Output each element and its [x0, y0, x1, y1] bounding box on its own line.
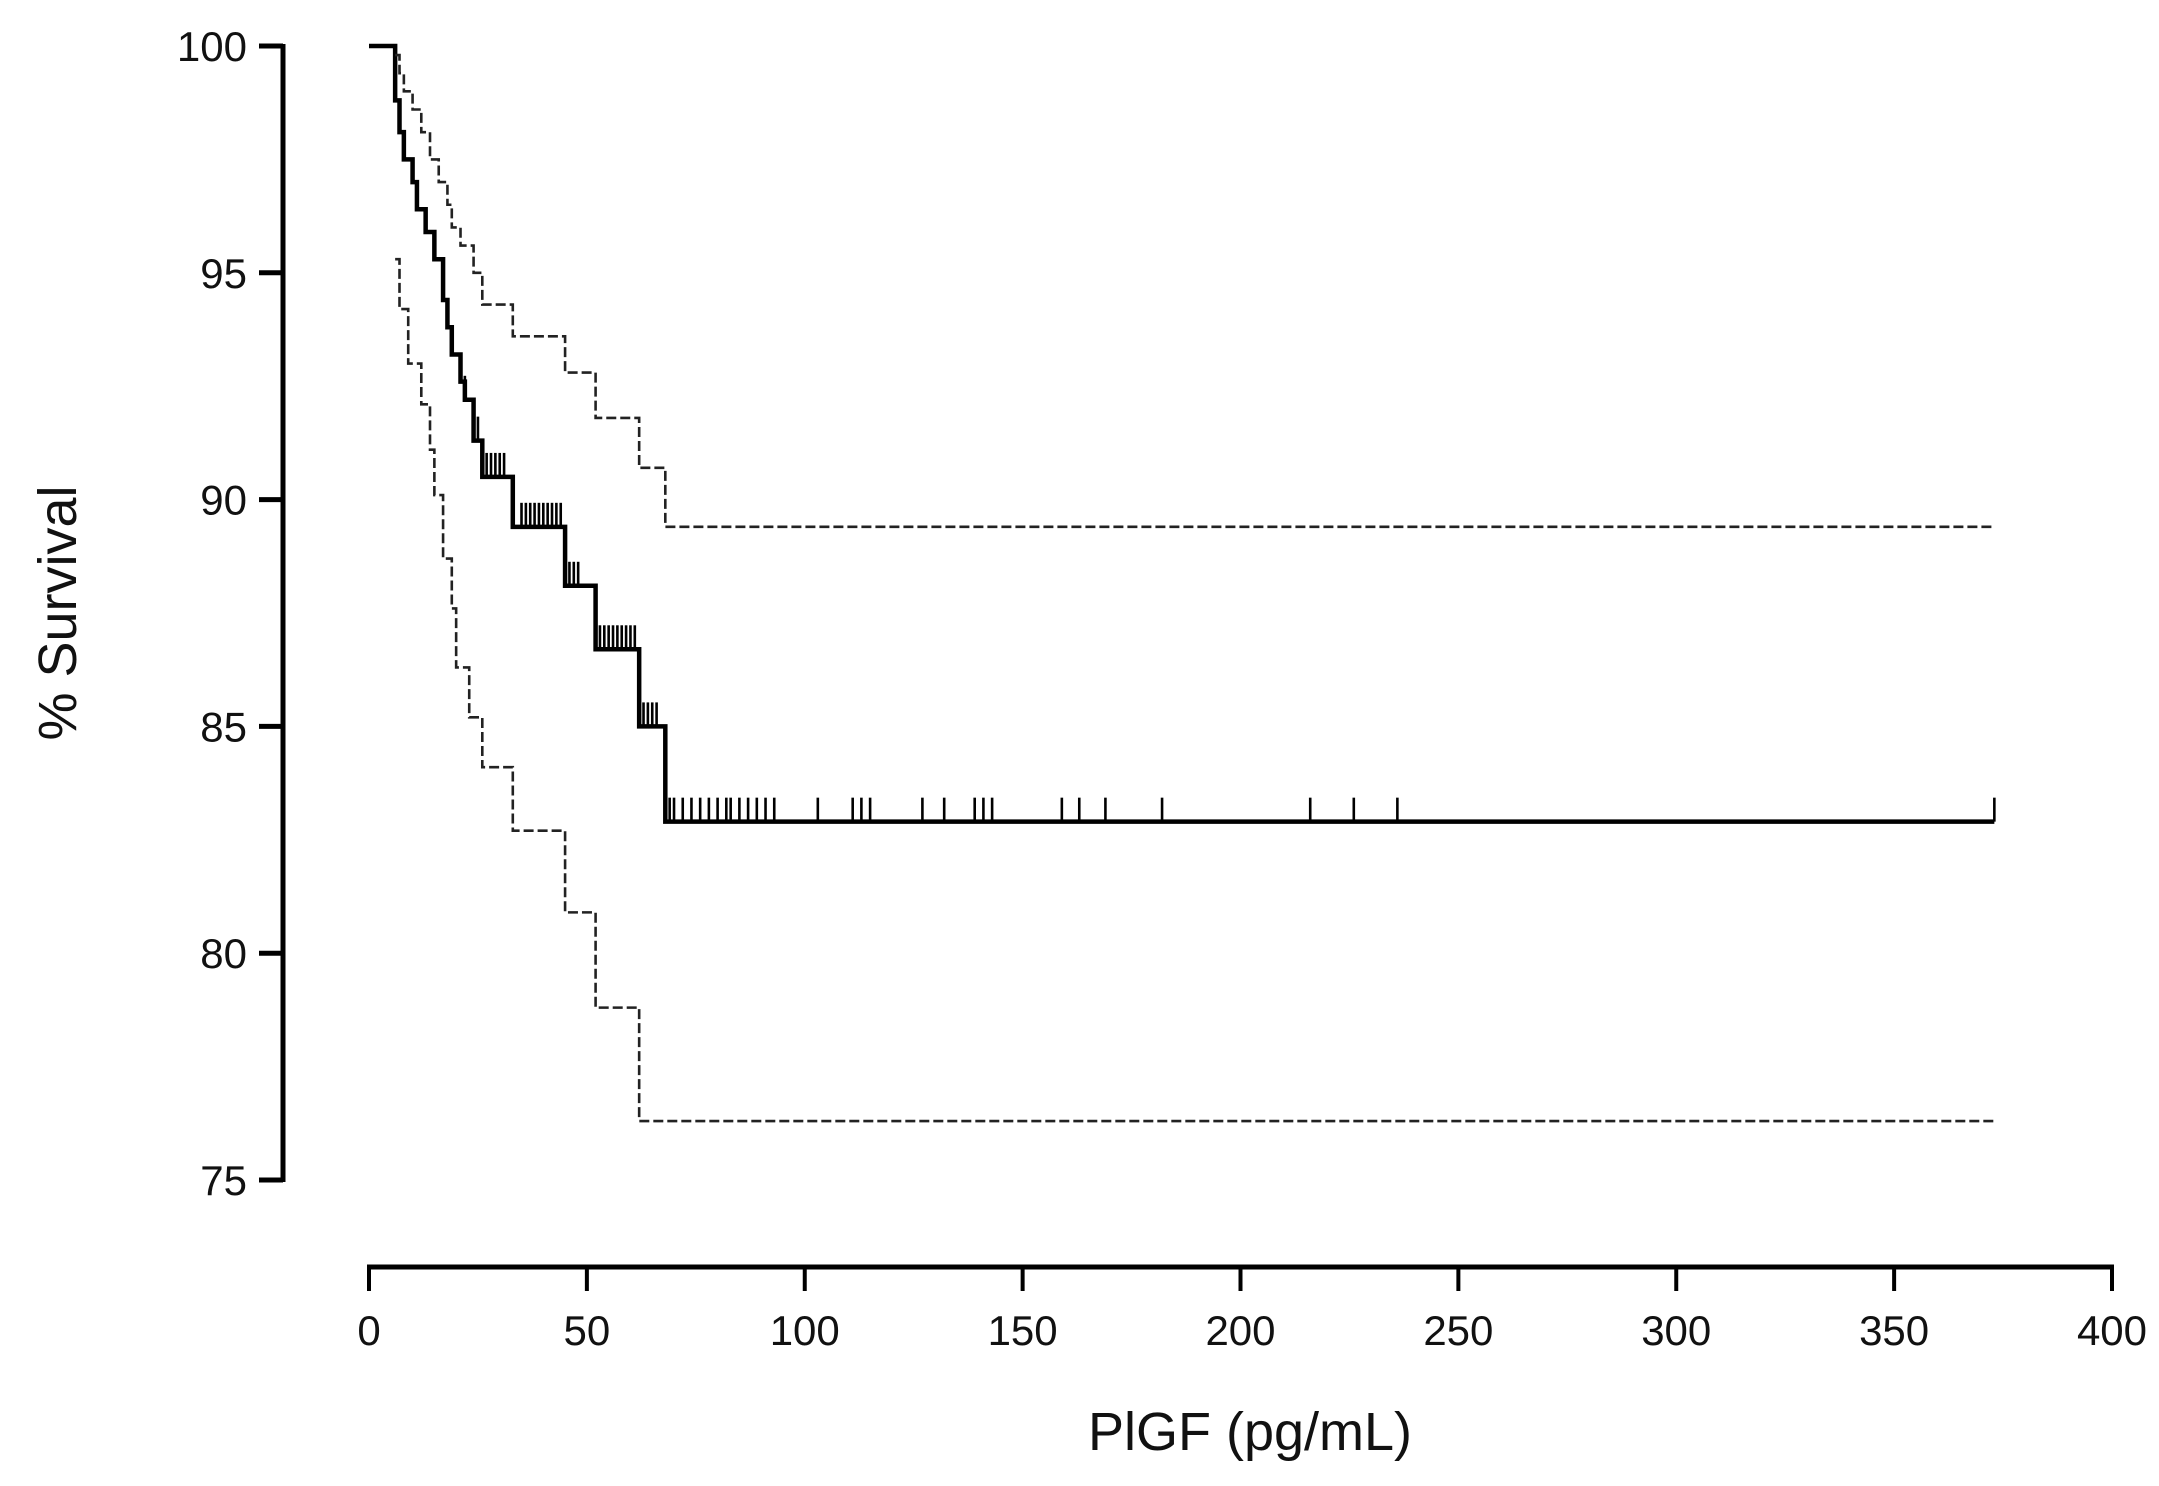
y-tick-label: 100: [177, 23, 247, 70]
x-axis-title: PlGF (pg/mL): [1088, 1402, 1412, 1462]
y-axis: 75 80 85 90 95 100: [177, 23, 286, 1204]
y-tick-label: 85: [200, 703, 247, 750]
y-tick-label: 80: [200, 930, 247, 977]
x-tick-label: 200: [1205, 1307, 1275, 1354]
y-tick-label: 95: [200, 250, 247, 297]
x-tick-label: 300: [1641, 1307, 1711, 1354]
survival-curve: [369, 43, 1995, 824]
plot-area: [369, 43, 1996, 1123]
x-tick-label: 50: [564, 1307, 611, 1354]
x-tick-label: 0: [357, 1307, 380, 1354]
y-tick-label: 75: [200, 1157, 247, 1204]
upper-ci-line: [395, 53, 1995, 529]
x-tick-label: 250: [1423, 1307, 1493, 1354]
x-axis: 0 50 100 150 200 250 300 350 400: [357, 1264, 2147, 1354]
lower-ci-line: [395, 257, 1995, 1123]
y-tick-label: 90: [200, 477, 247, 524]
x-tick-label: 150: [988, 1307, 1058, 1354]
x-tick-label: 400: [2077, 1307, 2147, 1354]
x-tick-label: 350: [1859, 1307, 1929, 1354]
x-tick-label: 100: [770, 1307, 840, 1354]
y-axis-title: % Survival: [28, 485, 88, 740]
